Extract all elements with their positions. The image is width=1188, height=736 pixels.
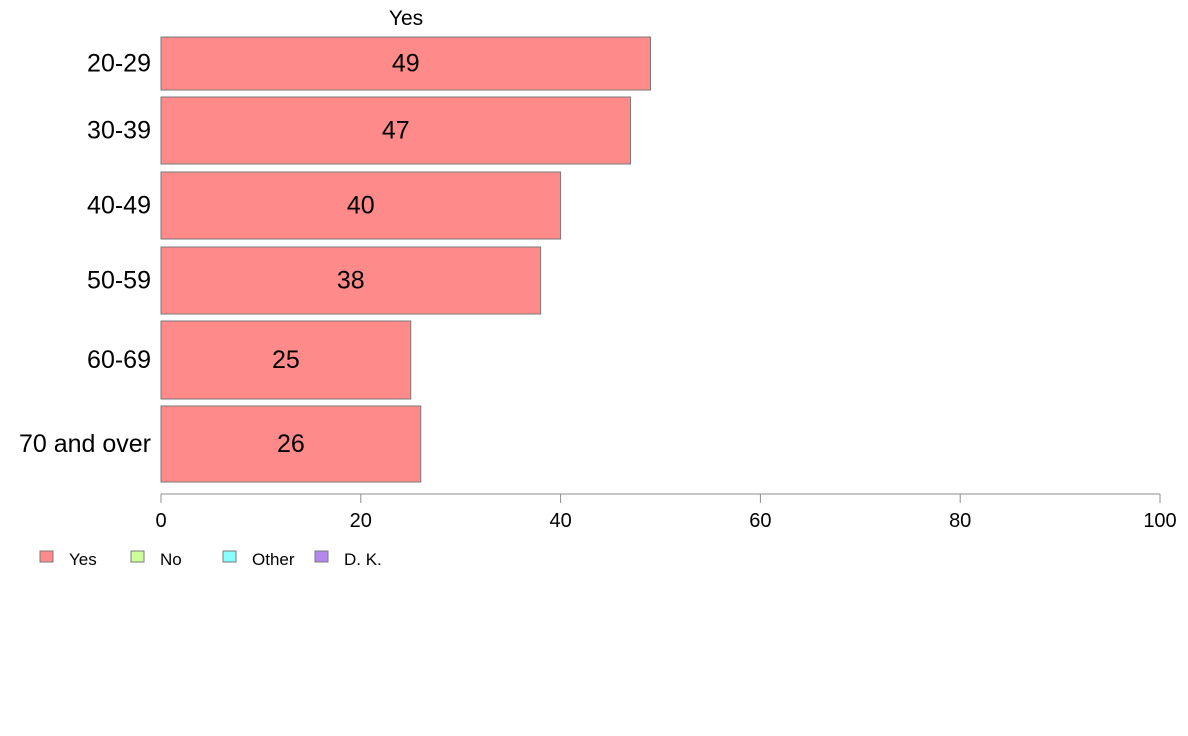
category-label: 20-29 bbox=[87, 50, 151, 78]
bars-group bbox=[160, 36, 652, 483]
data-label: 26 bbox=[277, 430, 305, 458]
legend-swatch bbox=[130, 550, 145, 563]
x-tick-label: 40 bbox=[549, 510, 571, 532]
bar-20-29 bbox=[160, 36, 652, 91]
x-tick-label: 80 bbox=[949, 510, 971, 532]
bar-40-49 bbox=[160, 171, 562, 240]
category-label: 30-39 bbox=[87, 117, 151, 145]
series-title: Yes bbox=[389, 7, 423, 30]
category-labels: 20-29 30-39 40-49 50-59 60-69 70 and over bbox=[19, 50, 151, 459]
bar-70-and-over bbox=[160, 405, 422, 483]
legend-swatch bbox=[314, 550, 329, 563]
x-axis: 0 20 40 60 80 100 bbox=[155, 493, 1177, 532]
legend: Yes No Other D. K. bbox=[39, 550, 382, 569]
legend-label: Yes bbox=[69, 550, 97, 569]
x-tick-label: 100 bbox=[1143, 510, 1176, 532]
x-tick-label: 0 bbox=[155, 510, 166, 532]
legend-label: Other bbox=[252, 550, 295, 569]
data-label: 25 bbox=[272, 346, 300, 374]
bar-60-69 bbox=[160, 320, 412, 400]
x-tick-label: 60 bbox=[749, 510, 771, 532]
data-labels: 49 47 40 38 25 26 bbox=[272, 50, 420, 459]
category-label: 60-69 bbox=[87, 346, 151, 374]
data-label: 47 bbox=[382, 117, 410, 145]
data-label: 40 bbox=[347, 192, 375, 220]
category-label: 40-49 bbox=[87, 192, 151, 220]
x-tick-label: 20 bbox=[350, 510, 372, 532]
bar-30-39 bbox=[160, 96, 632, 165]
legend-swatch bbox=[222, 550, 237, 563]
bar-50-59 bbox=[160, 246, 542, 315]
legend-label: No bbox=[160, 550, 182, 569]
data-label: 49 bbox=[392, 50, 420, 78]
category-label: 50-59 bbox=[87, 267, 151, 295]
data-label: 38 bbox=[337, 267, 365, 295]
legend-swatch bbox=[39, 550, 54, 563]
category-label: 70 and over bbox=[19, 430, 151, 458]
legend-label: D. K. bbox=[344, 550, 382, 569]
